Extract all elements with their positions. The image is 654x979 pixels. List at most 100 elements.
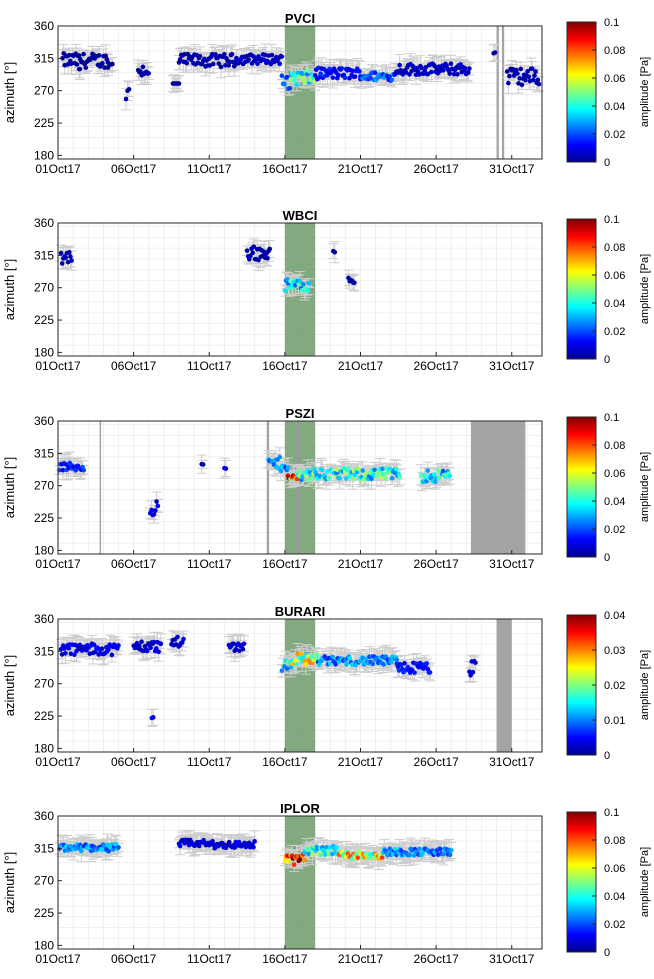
data-point (319, 467, 325, 473)
data-point (66, 465, 72, 471)
data-point (197, 53, 203, 59)
data-point (146, 71, 152, 76)
data-point (342, 75, 348, 81)
data-point (347, 474, 352, 479)
x-tick-label: 21Oct17 (338, 557, 384, 571)
data-point (77, 642, 83, 648)
data-point (289, 71, 295, 77)
x-tick-label: 01Oct17 (35, 755, 81, 769)
data-point (428, 69, 434, 75)
data-point (394, 466, 399, 472)
data-point (309, 475, 315, 481)
data-point (288, 664, 294, 670)
data-point (153, 508, 158, 513)
data-point (58, 250, 64, 256)
panel-wbci: 01Oct17 06Oct17 11Oct17 16Oct17 21Oct17 26Oct… (2, 208, 651, 373)
x-tick-label: 31Oct17 (489, 162, 535, 176)
data-point (196, 843, 202, 849)
data-point (286, 859, 291, 864)
data-point (327, 476, 333, 481)
data-point (241, 641, 247, 647)
data-point (99, 646, 105, 652)
x-tick-label: 26Oct17 (413, 162, 459, 176)
data-point (372, 467, 377, 473)
data-point (222, 51, 227, 57)
data-point (240, 646, 246, 652)
panel-title: WBCI (283, 208, 318, 223)
data-point (91, 642, 97, 648)
data-point (282, 81, 287, 87)
data-point (284, 277, 290, 282)
x-tick-label: 11Oct17 (187, 557, 232, 571)
colorbar-label: amplitude [Pa] (639, 650, 651, 720)
y-axis-label: azimuth [°] (2, 457, 17, 519)
data-point (213, 52, 218, 57)
data-point (89, 55, 94, 61)
y-tick-label: 315 (34, 644, 54, 658)
colorbar-tick-label: 0 (604, 552, 610, 564)
y-tick-label: 225 (34, 313, 54, 327)
data-point (389, 476, 395, 481)
colorbar-tick-label: 0.02 (604, 326, 625, 338)
colorbar-tick-label: 0.08 (604, 440, 625, 452)
data-point (407, 852, 412, 858)
colorbar-tick-label: 0.08 (604, 45, 625, 57)
axes-frame (57, 420, 543, 555)
data-point (333, 661, 338, 667)
data-point (437, 846, 443, 852)
gap-bar (266, 421, 269, 554)
colorbar-tick-label: 0 (604, 354, 610, 366)
colorbar (566, 218, 597, 360)
data-point (279, 73, 285, 79)
gap-bar (295, 421, 300, 554)
data-point (236, 839, 242, 845)
data-point (437, 474, 443, 480)
data-point (318, 71, 323, 76)
data-point (255, 61, 260, 67)
data-point (303, 662, 308, 667)
gap-bar (501, 26, 505, 159)
x-tick-label: 11Oct17 (187, 162, 232, 176)
data-point (226, 63, 232, 68)
panel-burari: 01Oct17 06Oct17 11Oct17 16Oct17 21Oct17 26Oct… (2, 604, 651, 769)
data-point (352, 74, 358, 79)
colorbar-tick-label: 0.04 (604, 101, 625, 113)
data-point (251, 844, 256, 850)
y-tick-label: 180 (34, 938, 54, 952)
x-tick-label: 11Oct17 (187, 755, 232, 769)
error-bars (56, 630, 481, 727)
data-point (327, 661, 333, 666)
data-point (304, 71, 310, 77)
colorbar-tick-label: 0.1 (604, 214, 619, 226)
data-point (63, 651, 68, 656)
data-point (447, 852, 453, 857)
colorbar-tick-label: 0.04 (604, 496, 625, 508)
data-point (74, 62, 80, 67)
data-point (435, 467, 440, 473)
data-point (227, 59, 233, 65)
y-tick-label: 270 (34, 677, 54, 691)
data-point (470, 669, 476, 675)
data-point (305, 288, 311, 293)
data-point (344, 662, 349, 667)
x-tick-label: 26Oct17 (413, 952, 459, 966)
data-point (226, 839, 232, 845)
data-point (347, 655, 353, 661)
x-tick-label: 31Oct17 (489, 359, 535, 373)
data-point (433, 479, 438, 485)
data-point (63, 255, 69, 261)
data-point (422, 473, 427, 479)
data-point (106, 848, 111, 854)
data-point (525, 69, 530, 74)
data-point (529, 66, 535, 71)
y-tick-label: 360 (34, 19, 54, 33)
data-point (109, 652, 115, 658)
data-point (60, 467, 66, 473)
data-point (210, 61, 216, 67)
data-point (423, 64, 429, 70)
data-point (66, 249, 72, 255)
colorbar-tick-label: 0.1 (604, 17, 619, 29)
data-point (268, 61, 274, 67)
x-tick-label: 16Oct17 (262, 557, 308, 571)
